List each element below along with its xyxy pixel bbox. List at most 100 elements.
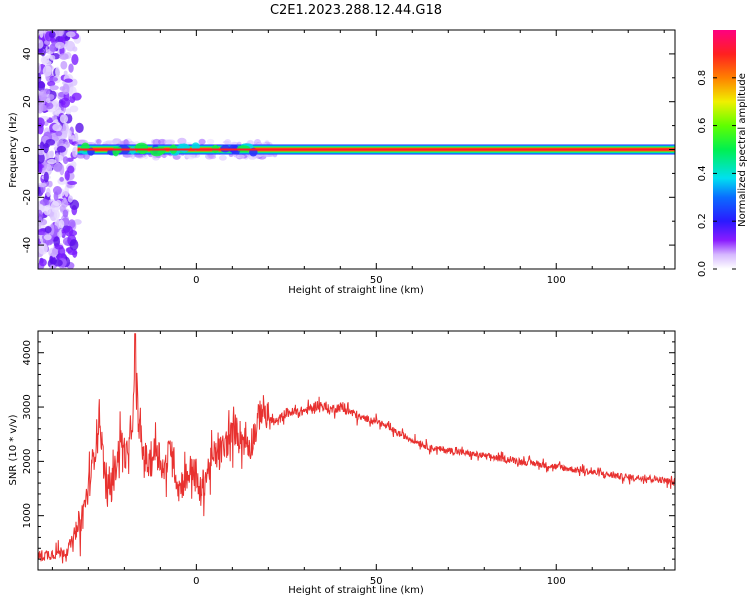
noise-blob	[64, 170, 70, 181]
noise-blob	[48, 31, 56, 38]
y-tick-label: 0	[22, 146, 33, 152]
signal-blob	[129, 146, 136, 155]
spectrogram-panel: 0 50 100 -40 -20 0 20 40 Height of straight lin…	[8, 29, 676, 296]
noise-blob	[69, 239, 79, 251]
y-tick-label: 3000	[22, 394, 33, 419]
noise-blob	[60, 97, 71, 108]
noise-blob	[54, 210, 60, 220]
halo-blob	[206, 138, 215, 145]
snr-ylabel: SNR (10 * v/v)	[8, 414, 19, 485]
noise-blob	[63, 70, 68, 76]
noise-blob	[53, 259, 63, 267]
colorbar-tick-label: 0.2	[697, 213, 708, 229]
halo-blob	[236, 154, 245, 159]
y-tick-label: 2000	[22, 449, 33, 474]
noise-blob	[68, 63, 74, 73]
noise-blob	[54, 41, 65, 49]
colorbar-gradient	[713, 30, 736, 269]
halo-blob	[96, 138, 102, 145]
noise-blob	[38, 242, 48, 255]
halo-blob	[222, 140, 230, 144]
noise-blob	[65, 108, 72, 115]
noise-blob	[38, 62, 42, 74]
colorbar-tick-label: 0.0	[697, 261, 708, 277]
noise-blob	[71, 53, 79, 66]
signal-blob	[149, 146, 164, 157]
halo-blob	[152, 138, 161, 146]
halo-blob	[134, 154, 144, 158]
noise-blob	[62, 83, 70, 95]
y-tick-label: 4000	[22, 340, 33, 365]
noise-blob	[38, 48, 45, 53]
noise-blob	[38, 163, 44, 169]
noise-blob	[48, 77, 59, 82]
noise-blob	[61, 199, 69, 208]
colorbar: 0.0 0.2 0.4 0.6 0.8 Normalized spectral ampl…	[697, 30, 748, 277]
halo-blob	[111, 138, 120, 145]
noise-blob	[49, 54, 56, 61]
colorbar-tick-label: 0.4	[697, 165, 708, 181]
noise-blob	[67, 195, 74, 203]
noise-blob	[62, 156, 69, 165]
noise-blob	[53, 236, 61, 247]
noise-blob	[60, 60, 68, 70]
noise-blob	[38, 229, 47, 236]
spectrogram-heatmap	[38, 30, 675, 269]
halo-blob	[166, 139, 176, 145]
noise-blob	[64, 78, 73, 83]
noise-blob	[57, 231, 63, 238]
noise-blob	[75, 122, 84, 134]
halo-blob	[198, 138, 206, 145]
noise-blob	[61, 228, 66, 234]
noise-blob	[38, 209, 43, 222]
halo-blob	[123, 139, 129, 146]
snr-frame	[37, 330, 676, 571]
noise-blob	[38, 104, 48, 112]
y-tick-label: 20	[22, 95, 33, 108]
noise-blob	[39, 141, 45, 150]
x-tick-label: 50	[370, 275, 383, 286]
noise-blob	[38, 258, 47, 267]
noise-blob	[49, 85, 59, 91]
colorbar-tick-label: 0.8	[697, 70, 708, 86]
noise-blob	[67, 180, 78, 185]
y-tick-label: 40	[22, 48, 33, 61]
halo-blob	[105, 140, 113, 144]
noise-blob	[69, 199, 80, 211]
noise-blob	[49, 150, 54, 157]
spectrogram-ylabel: Frequency (Hz)	[8, 112, 19, 188]
noise-blob	[71, 92, 82, 101]
halo-blob	[83, 153, 90, 160]
noise-blob	[38, 152, 45, 164]
noise-blob	[72, 249, 78, 258]
noise-blob	[43, 204, 51, 216]
noise-blob	[55, 66, 60, 77]
noise-blob	[47, 158, 57, 165]
y-tick-label: -20	[22, 189, 33, 205]
y-tick-label: 1000	[22, 503, 33, 528]
noise-blob	[52, 199, 62, 206]
noise-blob	[43, 120, 49, 127]
noise-blob	[43, 234, 52, 241]
noise-blob	[69, 105, 79, 113]
noise-blob	[56, 145, 66, 153]
x-tick-label: 100	[547, 576, 566, 587]
figure-title: C2E1.2023.288.12.44.G18	[270, 3, 442, 18]
snr-xlabel: Height of straight line (km)	[288, 585, 424, 596]
spectrogram-xlabel: Height of straight line (km)	[288, 285, 424, 296]
noise-blob	[39, 30, 44, 38]
y-tick-label: -40	[22, 237, 33, 253]
noise-blob	[67, 165, 75, 174]
noise-blob	[64, 185, 69, 198]
noise-blob	[43, 171, 49, 183]
colorbar-label: Normalized spectral amplitude	[737, 73, 748, 227]
noise-blob	[45, 102, 54, 110]
noise-blob	[65, 31, 76, 38]
noise-blob	[65, 40, 76, 52]
noise-blob	[55, 130, 63, 137]
noise-blob	[42, 65, 52, 77]
x-tick-label: 0	[193, 275, 199, 286]
noise-blob	[58, 219, 65, 229]
noise-blob	[52, 123, 63, 132]
